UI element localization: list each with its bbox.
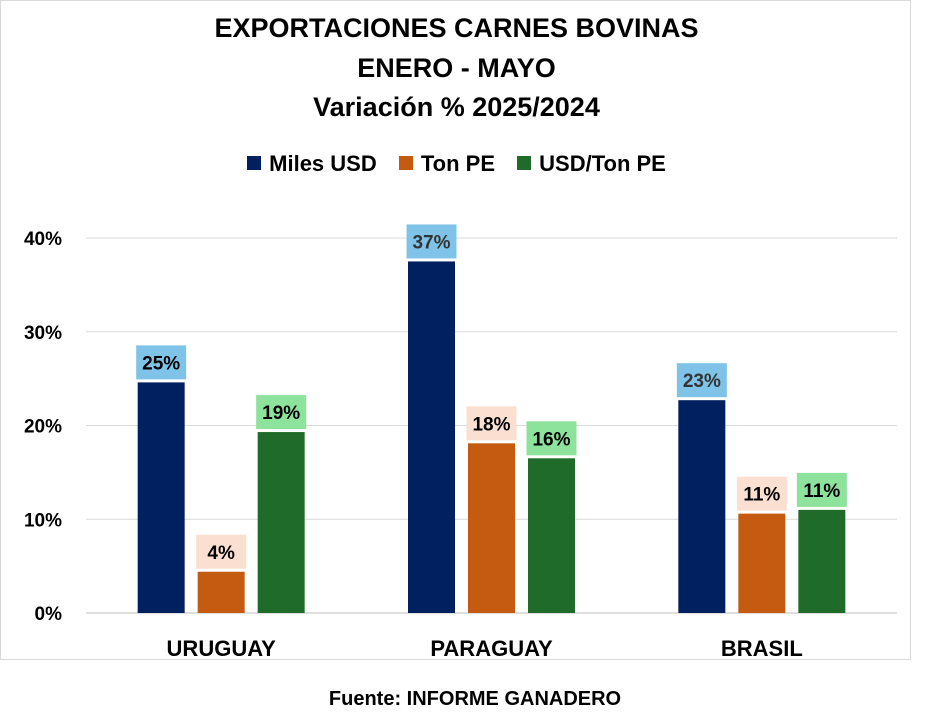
chart-title-line-1: EXPORTACIONES CARNES BOVINAS	[214, 13, 699, 43]
data-label-bg	[406, 224, 457, 259]
data-label: 19%	[262, 403, 300, 424]
legend-item-miles-usd: Miles USD	[247, 151, 377, 177]
data-label: 25%	[142, 353, 180, 374]
y-tick-label: 40%	[24, 229, 62, 250]
data-label-bg	[196, 534, 247, 569]
y-tick-label: 10%	[24, 510, 62, 531]
legend-swatch-miles-usd	[247, 156, 262, 171]
chart-title-line-2: ENERO - MAYO	[357, 53, 556, 83]
bar-miles-usd-brasil	[678, 400, 726, 613]
bar-ton-pe-brasil	[738, 513, 786, 613]
x-category-label: URUGUAY	[167, 636, 277, 661]
legend-label-ton-pe: Ton PE	[420, 151, 496, 176]
data-label: 23%	[683, 371, 721, 392]
data-label-bg	[136, 345, 187, 380]
bar-usd-ton-pe-uruguay	[257, 432, 305, 613]
bar-usd-ton-pe-paraguay	[528, 458, 575, 613]
legend-item-usd-ton-pe: USD/Ton PE	[517, 151, 666, 177]
source-note: Fuente: INFORME GANADERO	[328, 688, 622, 710]
legend-swatch-usd-ton-pe	[517, 156, 532, 171]
legend-label-miles-usd: Miles USD	[269, 151, 377, 176]
y-tick-label: 20%	[24, 417, 62, 438]
data-label-bg	[736, 476, 787, 511]
bar-ton-pe-uruguay	[197, 571, 245, 613]
bar-miles-usd-uruguay	[137, 382, 185, 613]
data-label-bg	[676, 363, 727, 398]
data-label: 37%	[412, 232, 450, 253]
legend-swatch-ton-pe	[398, 156, 413, 171]
bar-ton-pe-paraguay	[468, 443, 515, 613]
data-label: 18%	[472, 414, 510, 435]
data-label: 4%	[207, 543, 235, 564]
x-category-label: BRASIL	[721, 636, 803, 661]
data-label: 11%	[743, 485, 780, 506]
legend-item-ton-pe: Ton PE	[398, 151, 496, 177]
bar-usd-ton-pe-brasil	[798, 509, 846, 613]
x-category-label: PARAGUAY	[430, 636, 553, 661]
data-label-bg	[526, 421, 577, 456]
data-label-bg	[466, 406, 517, 441]
legend-label-usd-ton-pe: USD/Ton PE	[539, 151, 666, 176]
chart-title-line-3: Variación % 2025/2024	[313, 92, 600, 122]
data-label: 16%	[532, 429, 570, 450]
y-tick-label: 30%	[24, 323, 62, 344]
legend: Miles USD Ton PE USD/Ton PE	[1, 151, 912, 177]
bar-miles-usd-paraguay	[408, 261, 455, 613]
data-label-bg	[256, 395, 307, 430]
data-label-bg	[796, 472, 847, 507]
data-label: 11%	[803, 481, 840, 502]
y-tick-label: 0%	[35, 604, 63, 625]
